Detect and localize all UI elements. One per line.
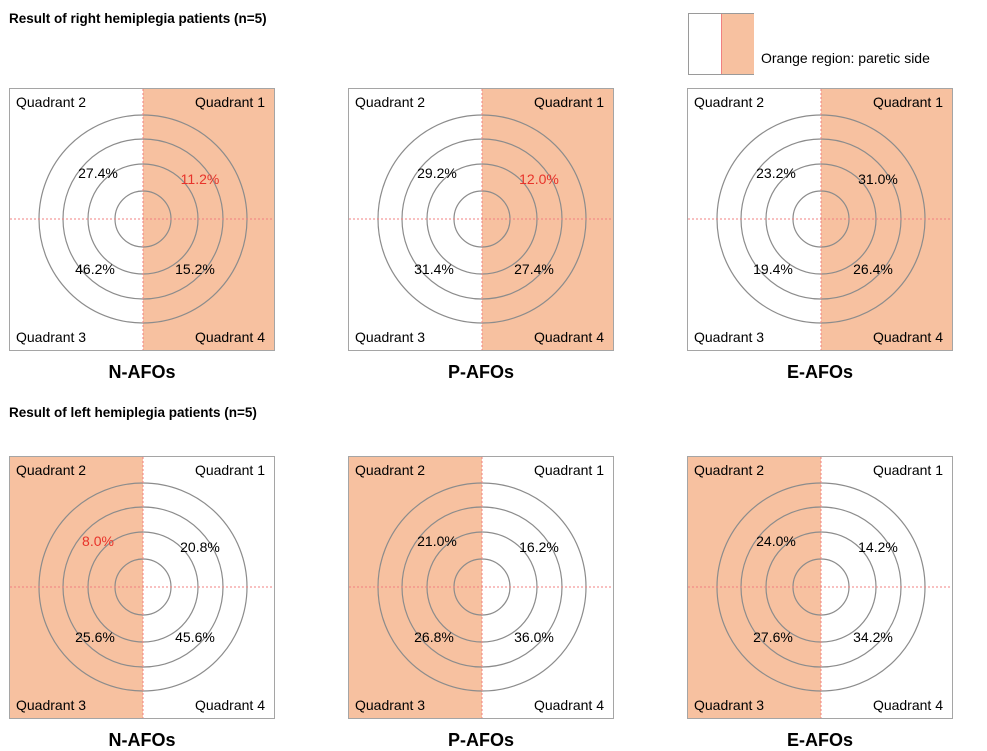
quadrant-diagram: Quadrant 1 Quadrant 2 Quadrant 3 Quadrant 4… [9,456,275,719]
panel-title: E-AFOs [786,730,853,750]
percentage-q3: 31.4% [414,261,454,277]
quadrant-label-q4: Quadrant 4 [533,697,604,713]
quadrant-label-q2: Quadrant 2 [355,94,426,110]
quadrant-label-q4: Quadrant 4 [194,697,265,713]
quadrant-label-q4: Quadrant 4 [872,329,943,345]
quadrant-label-q3: Quadrant 3 [355,697,426,713]
quadrant-panel: Quadrant 1 Quadrant 2 Quadrant 3 Quadrant 4… [348,88,614,382]
quadrant-panel: Quadrant 1 Quadrant 2 Quadrant 3 Quadrant 4… [9,88,275,382]
legend: Orange region: paretic side [688,13,978,75]
target-svg [688,89,952,350]
quadrant-panel: Quadrant 1 Quadrant 2 Quadrant 3 Quadrant 4… [348,456,614,750]
quadrant-label-q2: Quadrant 2 [355,462,426,478]
percentage-q3: 19.4% [753,261,793,277]
percentage-q1: 16.2% [519,539,559,555]
quadrant-label-q3: Quadrant 3 [16,697,87,713]
quadrant-label-q2: Quadrant 2 [16,94,87,110]
quadrant-label-q1: Quadrant 1 [533,94,604,110]
quadrant-diagram: Quadrant 1 Quadrant 2 Quadrant 3 Quadrant 4… [9,88,275,351]
percentage-q2: 24.0% [756,533,796,549]
target-svg [688,457,952,718]
percentage-q3: 27.6% [753,629,793,645]
quadrant-label-q2: Quadrant 2 [694,462,765,478]
percentage-q4: 34.2% [853,629,893,645]
percentage-q3: 25.6% [75,629,115,645]
percentage-q4: 27.4% [514,261,554,277]
paretic-region [349,457,482,718]
paretic-region [688,457,821,718]
percentage-q1: 12.0% [519,171,559,187]
panel-title: P-AFOs [447,362,514,382]
percentage-q3: 26.8% [414,629,454,645]
paretic-region [482,89,613,350]
quadrant-label-q4: Quadrant 4 [872,697,943,713]
quadrant-diagram: Quadrant 1 Quadrant 2 Quadrant 3 Quadrant 4… [687,456,953,719]
target-svg [349,457,613,718]
percentage-q2: 29.2% [417,165,457,181]
target-svg [10,457,274,718]
percentage-q4: 26.4% [853,261,893,277]
target-svg [349,89,613,350]
legend-text: Orange region: paretic side [761,50,930,66]
legend-swatch [688,13,754,75]
quadrant-diagram: Quadrant 1 Quadrant 2 Quadrant 3 Quadrant 4… [687,88,953,351]
panel-title: N-AFOs [108,362,176,382]
quadrant-label-q1: Quadrant 1 [872,462,943,478]
percentage-q2: 23.2% [756,165,796,181]
percentage-q1: 20.8% [180,539,220,555]
percentage-q1: 11.2% [180,171,220,187]
percentage-q4: 36.0% [514,629,554,645]
section-title-right-hemiplegia: Result of right hemiplegia patients (n=5… [9,11,267,26]
percentage-q2: 8.0% [82,533,114,549]
percentage-q4: 45.6% [175,629,215,645]
target-svg [10,89,274,350]
quadrant-label-q3: Quadrant 3 [694,329,765,345]
quadrant-label-q1: Quadrant 1 [194,462,265,478]
percentage-q3: 46.2% [75,261,115,277]
quadrant-diagram: Quadrant 1 Quadrant 2 Quadrant 3 Quadrant 4… [348,88,614,351]
percentage-q4: 15.2% [175,261,215,277]
quadrant-label-q4: Quadrant 4 [533,329,604,345]
paretic-region [143,89,274,350]
panel-title: E-AFOs [786,362,853,382]
legend-paretic-half [721,14,754,74]
quadrant-diagram: Quadrant 1 Quadrant 2 Quadrant 3 Quadrant 4… [348,456,614,719]
quadrant-label-q3: Quadrant 3 [355,329,426,345]
quadrant-label-q3: Quadrant 3 [694,697,765,713]
percentage-q1: 14.2% [858,539,898,555]
quadrant-panel: Quadrant 1 Quadrant 2 Quadrant 3 Quadrant 4… [687,456,953,750]
quadrant-label-q4: Quadrant 4 [194,329,265,345]
paretic-region [821,89,952,350]
paretic-region [10,457,143,718]
percentage-q2: 21.0% [417,533,457,549]
quadrant-panel: Quadrant 1 Quadrant 2 Quadrant 3 Quadrant 4… [687,88,953,382]
percentage-q2: 27.4% [78,165,118,181]
quadrant-label-q1: Quadrant 1 [533,462,604,478]
quadrant-label-q2: Quadrant 2 [16,462,87,478]
panel-title: P-AFOs [447,730,514,750]
quadrant-panel: Quadrant 1 Quadrant 2 Quadrant 3 Quadrant 4… [9,456,275,750]
quadrant-label-q2: Quadrant 2 [694,94,765,110]
quadrant-label-q3: Quadrant 3 [16,329,87,345]
section-title-left-hemiplegia: Result of left hemiplegia patients (n=5) [9,405,257,420]
quadrant-label-q1: Quadrant 1 [872,94,943,110]
quadrant-label-q1: Quadrant 1 [194,94,265,110]
percentage-q1: 31.0% [858,171,898,187]
panel-title: N-AFOs [108,730,176,750]
